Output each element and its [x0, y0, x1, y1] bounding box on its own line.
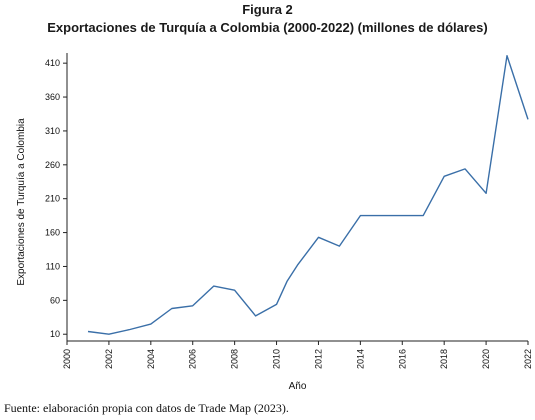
- y-axis-ticks: 10 60 110 160 210 260 310 360 410: [45, 58, 67, 339]
- chart-series: [87, 55, 529, 335]
- y-tick-label: 160: [45, 228, 60, 238]
- y-tick-label: 110: [46, 261, 60, 271]
- x-axis-label: Año: [289, 381, 307, 392]
- y-tick-label: 260: [45, 160, 60, 170]
- x-tick-label: 2006: [188, 349, 198, 369]
- figure-label: Figura 2: [242, 2, 293, 17]
- y-tick-label: 210: [45, 194, 60, 204]
- x-tick-label: 2020: [481, 349, 491, 369]
- x-tick-label: 2014: [355, 349, 365, 369]
- x-tick-label: 2002: [104, 349, 114, 369]
- x-tick-label: 2008: [230, 349, 240, 369]
- x-tick-label: 2004: [146, 349, 156, 369]
- x-tick-label: 2000: [62, 349, 72, 369]
- x-tick-label: 2010: [272, 349, 282, 369]
- chart-title: Exportaciones de Turquía a Colombia (200…: [47, 20, 488, 35]
- y-tick-label: 310: [45, 126, 60, 136]
- y-tick-label: 360: [45, 92, 60, 102]
- series-line: [87, 55, 529, 335]
- x-tick-label: 2016: [397, 349, 407, 369]
- x-tick-label: 2018: [439, 349, 449, 369]
- y-tick-label: 60: [50, 295, 60, 305]
- chart-axes: [66, 53, 528, 342]
- x-axis-ticks: 2000 2002 2004 2006 2008 2010 2012 2014 2016 2018…: [62, 341, 533, 369]
- y-tick-label: 410: [45, 58, 60, 68]
- x-tick-label: 2012: [313, 349, 323, 369]
- y-tick-label: 10: [50, 329, 60, 339]
- x-tick-label: 2022: [523, 349, 533, 369]
- y-axis-label: Exportaciones de Turquía a Colombia: [16, 118, 27, 286]
- source-note: Fuente: elaboración propia con datos de …: [4, 401, 289, 415]
